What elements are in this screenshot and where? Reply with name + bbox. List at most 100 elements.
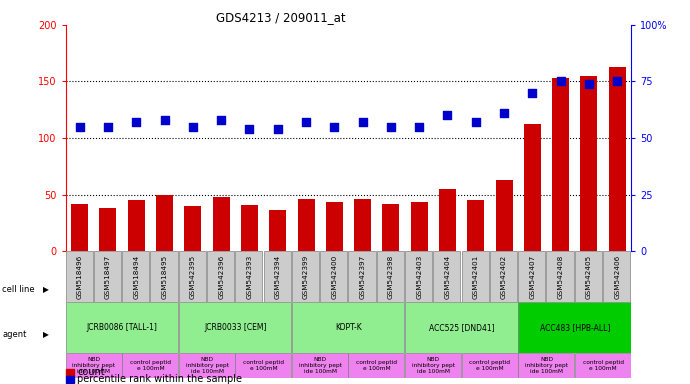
Bar (150, 251, 177, 302)
Point (555, 78, 566, 84)
Text: GSM518496: GSM518496 (77, 254, 83, 299)
Title: GDS4213 / 209011_at: GDS4213 / 209011_at (216, 11, 346, 24)
Text: agent: agent (2, 330, 26, 339)
Text: control peptid
e 100mM: control peptid e 100mM (582, 360, 624, 371)
Bar (184, 206, 201, 251)
Bar (292, 353, 348, 378)
Bar (433, 251, 460, 302)
Bar (292, 251, 319, 302)
Text: GSM542396: GSM542396 (218, 254, 224, 299)
Bar (575, 251, 602, 302)
Text: NBD
inhibitory pept
ide 100mM: NBD inhibitory pept ide 100mM (299, 357, 342, 374)
Point (74, 124, 86, 130)
Bar (179, 251, 206, 302)
Bar (348, 353, 404, 378)
Text: percentile rank within the sample: percentile rank within the sample (77, 374, 242, 384)
Text: GSM542399: GSM542399 (303, 254, 309, 299)
Bar (71, 204, 88, 251)
Bar (495, 180, 513, 251)
Text: NBD
inhibitory pept
ide 100mM: NBD inhibitory pept ide 100mM (186, 357, 228, 374)
Bar (297, 199, 315, 251)
Text: KOPT-K: KOPT-K (335, 323, 362, 332)
Point (329, 124, 340, 130)
Point (216, 117, 227, 123)
Text: GSM518497: GSM518497 (105, 254, 111, 299)
Text: NBD
inhibitory pept
ide 100mM: NBD inhibitory pept ide 100mM (525, 357, 568, 374)
Bar (377, 251, 404, 302)
Point (102, 124, 113, 130)
Text: ACC525 [DND41]: ACC525 [DND41] (428, 323, 495, 332)
Bar (405, 251, 432, 302)
Text: GSM542402: GSM542402 (501, 254, 507, 299)
Bar (354, 199, 371, 251)
Text: JCRB0086 [TALL-1]: JCRB0086 [TALL-1] (87, 323, 157, 332)
Bar (122, 353, 178, 378)
Bar (518, 302, 631, 353)
Point (442, 113, 453, 119)
Point (386, 124, 397, 130)
Bar (292, 302, 404, 353)
Text: count: count (77, 367, 105, 377)
Bar (207, 251, 234, 302)
Bar (411, 202, 428, 251)
Bar (179, 302, 291, 353)
Bar (467, 200, 484, 251)
Bar (439, 189, 456, 251)
Bar (235, 251, 262, 302)
Point (471, 119, 482, 125)
Text: GSM542398: GSM542398 (388, 254, 394, 299)
Point (244, 126, 255, 132)
Bar (213, 197, 230, 251)
Point (584, 81, 595, 87)
Text: GSM542397: GSM542397 (359, 254, 366, 299)
Bar (462, 251, 489, 302)
Bar (99, 208, 117, 251)
Bar (462, 353, 518, 378)
Point (414, 124, 425, 130)
Bar (546, 251, 573, 302)
Bar (264, 251, 290, 302)
Bar (326, 202, 343, 251)
Bar (320, 251, 347, 302)
Point (159, 117, 170, 123)
Point (357, 119, 368, 125)
Text: GSM542401: GSM542401 (473, 254, 479, 299)
Text: GSM518495: GSM518495 (161, 254, 168, 299)
Text: GSM542394: GSM542394 (275, 254, 281, 299)
Text: control peptid
e 100mM: control peptid e 100mM (130, 360, 171, 371)
Text: GSM542395: GSM542395 (190, 254, 196, 299)
Bar (575, 353, 631, 378)
Bar (122, 251, 149, 302)
Bar (524, 124, 541, 251)
Bar (405, 353, 461, 378)
Text: GSM542404: GSM542404 (444, 254, 451, 299)
Text: GSM542400: GSM542400 (331, 254, 337, 299)
Text: control peptid
e 100mM: control peptid e 100mM (356, 360, 397, 371)
Point (527, 90, 538, 96)
Point (131, 119, 142, 125)
Text: GSM542406: GSM542406 (614, 254, 620, 299)
Text: NBD
inhibitory pept
ide 100mM: NBD inhibitory pept ide 100mM (412, 357, 455, 374)
Text: control peptid
e 100mM: control peptid e 100mM (469, 360, 511, 371)
Bar (405, 302, 518, 353)
Bar (580, 76, 598, 251)
Bar (552, 78, 569, 251)
Text: GSM542403: GSM542403 (416, 254, 422, 299)
Text: GSM542393: GSM542393 (246, 254, 253, 299)
Point (301, 119, 312, 125)
Text: GSM542407: GSM542407 (529, 254, 535, 299)
Bar (66, 353, 121, 378)
Point (272, 126, 284, 132)
Bar (518, 353, 574, 378)
Point (188, 124, 199, 130)
Text: control peptid
e 100mM: control peptid e 100mM (243, 360, 284, 371)
Text: GSM518494: GSM518494 (133, 254, 139, 299)
Bar (490, 251, 517, 302)
Bar (94, 251, 121, 302)
Text: ▶: ▶ (43, 285, 50, 295)
Bar (518, 251, 545, 302)
Bar (603, 251, 630, 302)
Bar (609, 67, 626, 251)
Bar (382, 204, 400, 251)
Point (612, 78, 623, 84)
